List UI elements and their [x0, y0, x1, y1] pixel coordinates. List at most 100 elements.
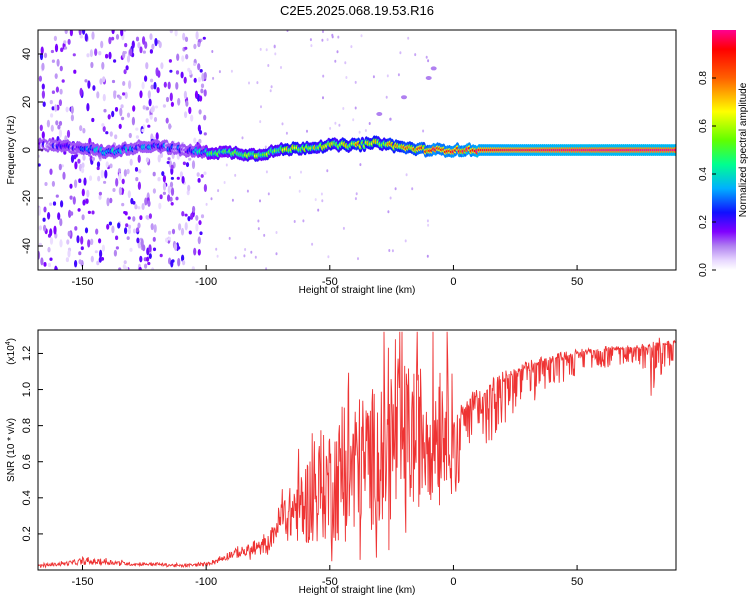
noise-speck: [87, 80, 91, 89]
noise-speck: [118, 186, 122, 196]
noise-speck: [139, 215, 143, 221]
noise-speck: [139, 46, 143, 54]
noise-speck: [215, 247, 218, 251]
noise-speck: [130, 197, 134, 205]
noise-speck: [260, 105, 262, 109]
noise-speck: [190, 212, 194, 220]
noise-speck: [331, 33, 334, 37]
snr-series-line: [38, 331, 676, 569]
noise-speck: [59, 218, 63, 227]
noise-speck: [106, 223, 110, 230]
noise-speck: [39, 124, 43, 131]
noise-speck: [94, 250, 98, 254]
noise-speck: [191, 160, 196, 170]
noise-speck: [91, 31, 95, 40]
noise-speck: [105, 53, 109, 59]
noise-speck: [58, 120, 63, 126]
noise-speck: [391, 249, 394, 253]
noise-speck: [118, 123, 122, 129]
noise-speck: [61, 79, 65, 83]
noise-speck: [111, 225, 115, 234]
noise-speck: [357, 257, 359, 261]
noise-speck: [167, 185, 171, 195]
noise-speck: [154, 38, 158, 47]
noise-speck: [198, 109, 202, 115]
noise-speck: [139, 90, 143, 99]
noise-speck: [265, 170, 268, 174]
noise-speck: [180, 71, 184, 79]
noise-speck: [135, 177, 139, 182]
noise-speck: [49, 168, 53, 175]
noise-speck: [144, 41, 148, 49]
noise-speck: [72, 196, 76, 205]
noise-speck: [126, 236, 130, 241]
noise-speck: [78, 259, 82, 265]
noise-speck: [321, 199, 324, 203]
noise-speck: [326, 169, 329, 173]
noise-speck: [79, 34, 83, 39]
noise-speck: [111, 110, 115, 118]
branch-point: [425, 76, 432, 80]
noise-speck: [175, 196, 179, 201]
noise-speck: [42, 217, 46, 222]
noise-speck: [388, 249, 391, 252]
colorbar-tick-label: 0.2: [698, 215, 709, 229]
noise-speck: [67, 249, 71, 258]
noise-speck: [117, 222, 121, 229]
noise-speck: [322, 74, 325, 78]
noise-speck: [179, 171, 183, 178]
noise-speck: [257, 219, 260, 223]
noise-speck: [65, 257, 69, 263]
noise-speck: [145, 106, 150, 111]
noise-speck: [203, 71, 207, 80]
noise-speck: [59, 88, 63, 95]
noise-speck: [124, 211, 128, 216]
noise-speck: [202, 36, 206, 40]
noise-speck: [126, 168, 130, 175]
noise-speck: [144, 263, 148, 269]
noise-speck: [275, 252, 278, 256]
noise-speck: [152, 247, 157, 252]
snr-multiplier-base: (x10: [6, 345, 17, 365]
noise-speck: [426, 219, 429, 223]
noise-speck: [200, 214, 205, 219]
colorbar-label: Normalized spectral amplitude: [738, 82, 749, 217]
noise-speck: [135, 227, 140, 233]
noise-speck: [55, 194, 59, 198]
noise-speck: [317, 208, 320, 212]
noise-speck: [41, 131, 45, 139]
noise-speck: [122, 81, 126, 86]
noise-speck: [146, 256, 150, 262]
noise-speck: [250, 250, 253, 254]
noise-speck: [162, 191, 166, 195]
snr-x-ticks: -150 -100 -50 0 50: [71, 565, 583, 588]
noise-speck: [38, 75, 43, 82]
noise-speck: [174, 30, 178, 37]
noise-speck: [134, 204, 138, 210]
noise-speck: [167, 236, 171, 241]
noise-speck: [159, 253, 163, 258]
noise-speck: [181, 211, 185, 217]
noise-speck: [193, 43, 197, 50]
noise-speck: [113, 249, 117, 257]
noise-speck: [152, 171, 156, 177]
noise-speck: [344, 61, 347, 65]
noise-speck: [86, 53, 90, 58]
noise-speck: [217, 189, 220, 193]
noise-speck: [145, 215, 149, 220]
noise-speck: [168, 59, 172, 63]
noise-speck: [138, 169, 142, 174]
noise-speck: [184, 213, 188, 217]
noise-speck: [169, 69, 173, 73]
noise-speck: [137, 222, 141, 229]
noise-speck: [49, 257, 53, 261]
noise-speck: [197, 249, 201, 256]
noise-speck: [51, 180, 56, 187]
noise-speck: [111, 79, 116, 84]
noise-speck: [350, 45, 353, 49]
noise-speck: [345, 76, 348, 79]
noise-speck: [108, 221, 112, 226]
noise-speck: [149, 33, 153, 40]
noise-speck: [70, 211, 74, 216]
